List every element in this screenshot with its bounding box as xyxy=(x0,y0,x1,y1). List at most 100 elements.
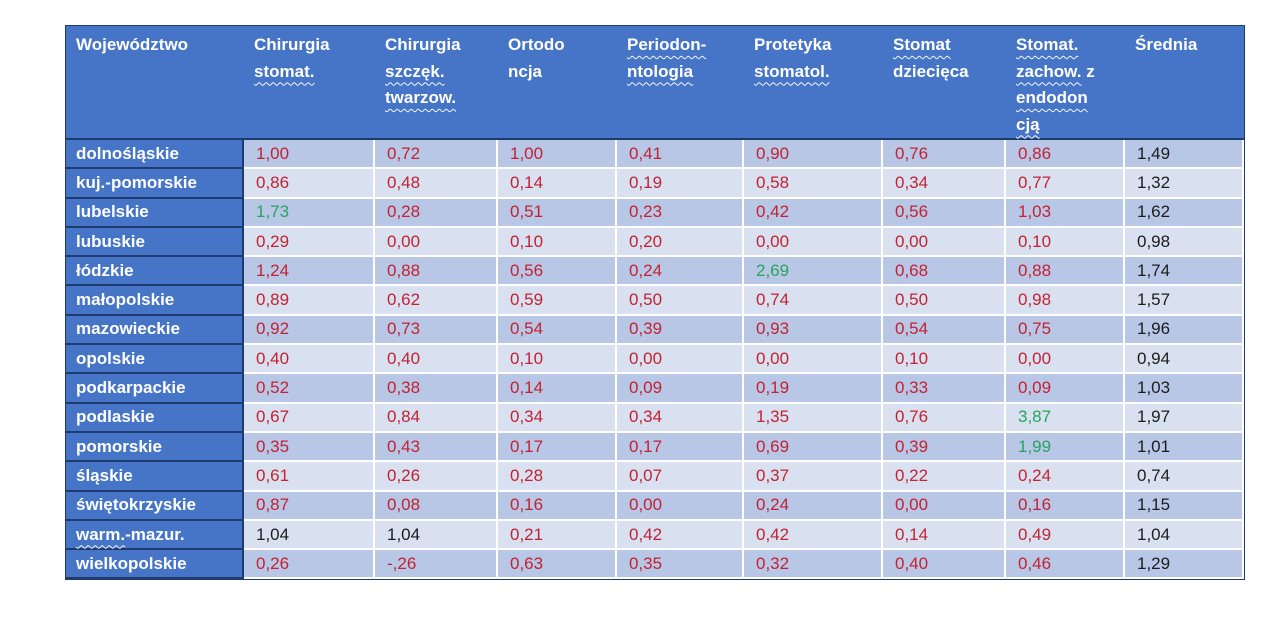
row-label: lubelskie xyxy=(66,198,244,228)
value-cell: 0,37 xyxy=(744,462,883,492)
header-text: ntologia xyxy=(627,61,694,81)
table-row: pomorskie 0,35 0,43 0,17 0,17 0,69 0,39 1,99 1,0… xyxy=(66,432,1244,463)
value-cell: 0,54 xyxy=(883,315,1006,346)
header-line: Periodon- xyxy=(627,32,740,59)
column-header-chirurgia-szczek-twarzow: Chirurgia szczęk. twarzow. xyxy=(375,26,498,140)
header-text: Periodon- xyxy=(627,35,707,54)
header-text: Stomat. xyxy=(1016,35,1079,54)
value-cell: 0,28 xyxy=(375,198,498,228)
value-cell: 0,24 xyxy=(617,257,744,287)
row-label-text: warm. xyxy=(76,524,126,544)
table-row: łódzkie 1,24 0,88 0,56 0,24 2,69 0,68 0,88 1,74 xyxy=(66,257,1244,287)
row-label-text: świętokrzyskie xyxy=(76,495,197,515)
row-label-text: -mazur. xyxy=(125,524,185,544)
row-label-text: lubuskie xyxy=(76,231,145,251)
value-cell: 0,51 xyxy=(498,198,617,228)
value-cell: 0,09 xyxy=(1006,374,1125,404)
row-label: pomorskie xyxy=(66,432,244,463)
value-cell: 0,14 xyxy=(883,520,1006,551)
value-cell: 0,98 xyxy=(1006,286,1125,316)
table-row: kuj.-pomorskie 0,86 0,48 0,14 0,19 0,58 0,34 0,… xyxy=(66,169,1244,199)
value-cell: 0,42 xyxy=(744,198,883,228)
value-cell: 1,96 xyxy=(1125,315,1244,346)
table-row: warm.-mazur. 1,04 1,04 0,21 0,42 0,42 0,14 0,49… xyxy=(66,520,1244,551)
row-label-text: małopolskie xyxy=(76,290,175,310)
value-cell: 0,00 xyxy=(744,345,883,375)
value-cell: 0,62 xyxy=(375,286,498,316)
row-label-text: łódzkie xyxy=(76,260,134,280)
value-cell: 0,50 xyxy=(883,286,1006,316)
value-cell: 1,32 xyxy=(1125,169,1244,199)
value-cell: 1,24 xyxy=(244,257,375,287)
value-cell: 0,40 xyxy=(244,345,375,375)
row-label-text: lubelskie xyxy=(76,202,149,222)
column-header-protetyka-stomatol: Protetyka stomatol. xyxy=(744,26,883,140)
header-line: ncja xyxy=(508,59,613,86)
specialists-ratio-table: Województwo Chirurgia stomat. Chirurgia szcz… xyxy=(65,25,1245,581)
header-line: Ortodo xyxy=(508,32,613,59)
value-cell: 0,32 xyxy=(744,550,883,580)
value-cell: 0,42 xyxy=(617,520,744,551)
value-cell: 0,75 xyxy=(1006,315,1125,346)
value-cell: 0,48 xyxy=(375,169,498,199)
row-label-text: podkarpackie xyxy=(76,378,186,398)
table-header-row: Województwo Chirurgia stomat. Chirurgia szcz… xyxy=(66,26,1244,140)
row-label: lubuskie xyxy=(66,227,244,258)
table-row: śląskie 0,61 0,26 0,28 0,07 0,37 0,22 0,24 0,74 xyxy=(66,462,1244,492)
header-line: dziecięca xyxy=(893,59,1002,86)
value-cell: 0,98 xyxy=(1125,227,1244,258)
header-text: twarzow. xyxy=(385,88,457,107)
header-line: endodon xyxy=(1016,85,1121,112)
value-cell: 0,08 xyxy=(375,491,498,521)
column-header-chirurgia-stomat: Chirurgia stomat. xyxy=(244,26,375,140)
value-cell: 0,74 xyxy=(1125,462,1244,492)
value-cell: 0,34 xyxy=(883,169,1006,199)
value-cell: 0,00 xyxy=(883,491,1006,521)
row-label: podlaskie xyxy=(66,403,244,433)
header-text: Chirurgia xyxy=(254,35,330,54)
row-label: podkarpackie xyxy=(66,374,244,404)
value-cell: 0,26 xyxy=(244,550,375,580)
value-cell: 0,77 xyxy=(1006,169,1125,199)
header-line: szczęk. xyxy=(385,59,494,86)
row-label-text: śląskie xyxy=(76,465,133,485)
value-cell: 0,39 xyxy=(617,315,744,346)
table-row: lubelskie 1,73 0,28 0,51 0,23 0,42 0,56 1,03 1,6… xyxy=(66,198,1244,228)
value-cell: 0,40 xyxy=(883,550,1006,580)
row-label-text: pomorskie xyxy=(76,436,162,456)
header-text: dziecięca xyxy=(893,61,969,81)
header-line: zachow. z xyxy=(1016,59,1121,86)
row-label-text: opolskie xyxy=(76,348,145,368)
value-cell: 0,00 xyxy=(617,491,744,521)
value-cell: 0,22 xyxy=(883,462,1006,492)
value-cell: 0,46 xyxy=(1006,550,1125,580)
value-cell: 0,17 xyxy=(498,432,617,463)
value-cell: 0,10 xyxy=(498,345,617,375)
value-cell: 0,41 xyxy=(617,140,744,170)
value-cell: 3,87 xyxy=(1006,403,1125,433)
value-cell: 1,00 xyxy=(498,140,617,170)
value-cell: 0,69 xyxy=(744,432,883,463)
table-row: podlaskie 0,67 0,84 0,34 0,34 1,35 0,76 3,87 1,9… xyxy=(66,403,1244,433)
value-cell: 0,76 xyxy=(883,403,1006,433)
value-cell: 0,72 xyxy=(375,140,498,170)
header-line: ntologia xyxy=(627,59,740,86)
value-cell: 0,35 xyxy=(617,550,744,580)
column-header-wojewodztwo: Województwo xyxy=(66,26,244,140)
value-cell: 0,07 xyxy=(617,462,744,492)
table-row: opolskie 0,40 0,40 0,10 0,00 0,00 0,10 0,00 0,94 xyxy=(66,345,1244,375)
header-line: Województwo xyxy=(76,32,240,59)
value-cell: 1,04 xyxy=(1125,520,1244,551)
header-text: endodon xyxy=(1016,88,1088,107)
row-label-text: podlaskie xyxy=(76,407,155,427)
row-label: śląskie xyxy=(66,462,244,492)
value-cell: 1,04 xyxy=(375,520,498,551)
value-cell: 0,39 xyxy=(883,432,1006,463)
value-cell: 0,19 xyxy=(744,374,883,404)
row-label: wielkopolskie xyxy=(66,550,244,580)
header-line: twarzow. xyxy=(385,85,494,112)
value-cell: 0,14 xyxy=(498,374,617,404)
value-cell: 0,00 xyxy=(883,227,1006,258)
value-cell: 0,50 xyxy=(617,286,744,316)
column-header-periodontologia: Periodon-ntologia xyxy=(617,26,744,140)
